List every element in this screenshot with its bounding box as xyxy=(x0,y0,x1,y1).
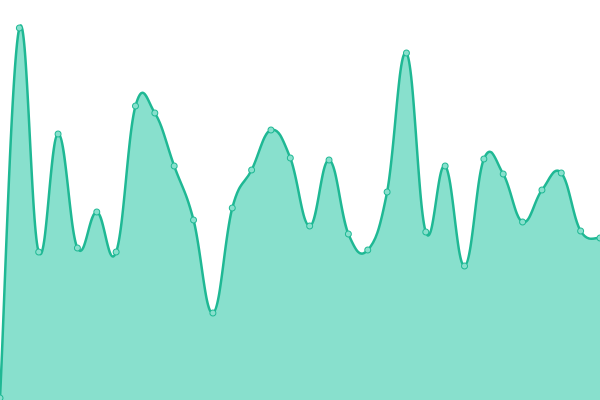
point xyxy=(519,218,527,226)
point xyxy=(538,186,546,194)
point xyxy=(402,49,410,57)
point xyxy=(557,169,565,177)
point xyxy=(267,126,275,134)
point xyxy=(170,162,178,170)
point xyxy=(35,248,43,256)
point xyxy=(306,222,314,230)
point xyxy=(93,208,101,216)
point xyxy=(286,154,294,162)
point xyxy=(228,204,236,212)
point xyxy=(248,166,256,174)
point xyxy=(344,230,352,238)
point xyxy=(0,394,4,400)
area xyxy=(0,25,600,400)
point xyxy=(112,248,120,256)
point xyxy=(209,309,217,317)
point xyxy=(73,244,81,252)
point xyxy=(499,170,507,178)
point xyxy=(190,216,198,224)
point xyxy=(131,102,139,110)
point xyxy=(461,262,469,270)
point xyxy=(441,162,449,170)
point xyxy=(480,155,488,163)
point xyxy=(15,24,23,32)
point xyxy=(383,188,391,196)
point xyxy=(325,156,333,164)
point xyxy=(364,246,372,254)
point xyxy=(151,109,159,117)
point xyxy=(596,234,600,242)
line xyxy=(0,24,600,399)
point xyxy=(54,130,62,138)
point xyxy=(422,228,430,236)
point xyxy=(577,227,585,235)
